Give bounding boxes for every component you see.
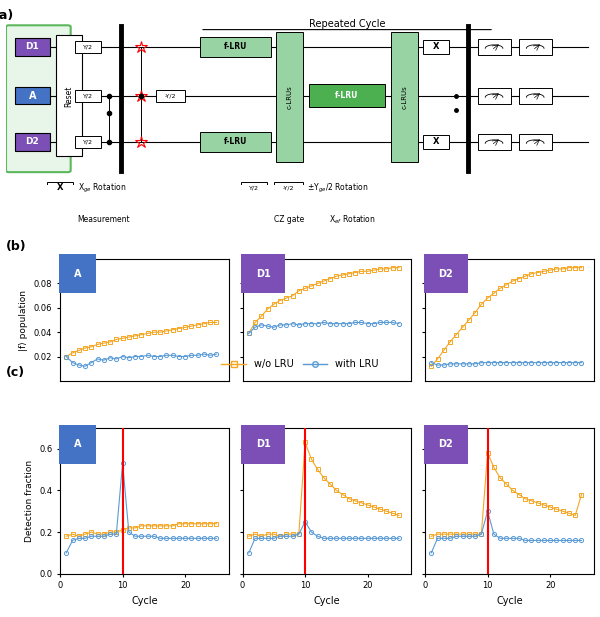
Bar [478,88,511,104]
Text: c-LRUs: c-LRUs [401,85,407,109]
Bar [424,39,449,54]
Text: Repeated Cycle: Repeated Cycle [309,19,385,29]
Text: $\pm$Y$_{ge}$/2 Rotation: $\pm$Y$_{ge}$/2 Rotation [307,181,368,194]
Text: D1: D1 [26,43,40,51]
Bar [391,33,418,162]
Text: (a): (a) [0,9,14,22]
Text: A: A [29,91,36,101]
X-axis label: Cycle: Cycle [131,596,158,606]
X-axis label: Cycle: Cycle [496,596,523,606]
Bar [519,134,551,150]
Bar [76,89,101,102]
Bar [241,181,267,194]
Text: A: A [74,269,81,279]
Text: f-LRU: f-LRU [224,138,247,146]
Text: D2: D2 [26,138,40,146]
Text: (c): (c) [6,366,25,379]
FancyBboxPatch shape [6,25,71,172]
Bar [156,89,185,102]
Bar [519,88,551,104]
Text: X: X [57,183,64,193]
Text: Reset: Reset [65,85,74,107]
X-axis label: Cycle: Cycle [314,596,340,606]
Text: Y/2: Y/2 [249,186,259,191]
Bar [15,38,50,56]
Text: CZ gate: CZ gate [274,215,304,224]
Text: c-LRUs: c-LRUs [287,85,293,109]
Text: Measurement: Measurement [78,215,130,224]
Bar [519,39,551,55]
Bar [200,37,271,57]
Text: D2: D2 [439,439,453,449]
Bar [200,132,271,152]
Text: X: X [433,138,440,146]
Text: X$_{ge}$ Rotation: X$_{ge}$ Rotation [78,181,126,194]
Text: D1: D1 [256,439,271,449]
Text: X$_{ef}$ Rotation: X$_{ef}$ Rotation [329,213,376,226]
Bar [76,136,101,148]
Text: Y/2: Y/2 [83,93,94,98]
Bar [76,41,101,53]
Text: D1: D1 [256,269,271,279]
Text: A: A [74,439,81,449]
Bar [478,39,511,55]
Text: -Y/2: -Y/2 [165,93,176,98]
Bar [15,87,50,104]
Legend: w/o LRU, with LRU: w/o LRU, with LRU [218,355,382,373]
Text: X: X [433,43,440,51]
Bar [478,134,511,150]
Bar [274,181,303,194]
Text: f-LRU: f-LRU [335,91,359,101]
Text: Y/2: Y/2 [83,139,94,144]
Bar [44,212,77,228]
Text: D2: D2 [439,269,453,279]
Text: f-LRU: f-LRU [224,43,247,51]
Y-axis label: Detection fraction: Detection fraction [25,460,34,542]
Text: Y/2: Y/2 [83,44,94,49]
Bar [424,135,449,149]
Bar [277,33,303,162]
Text: (b): (b) [6,240,26,253]
Y-axis label: |f⟩ population: |f⟩ population [19,289,28,350]
Bar [15,133,50,151]
Bar [309,85,385,107]
Text: -Y/2: -Y/2 [283,186,294,191]
Bar [47,181,73,194]
Bar [56,35,82,156]
